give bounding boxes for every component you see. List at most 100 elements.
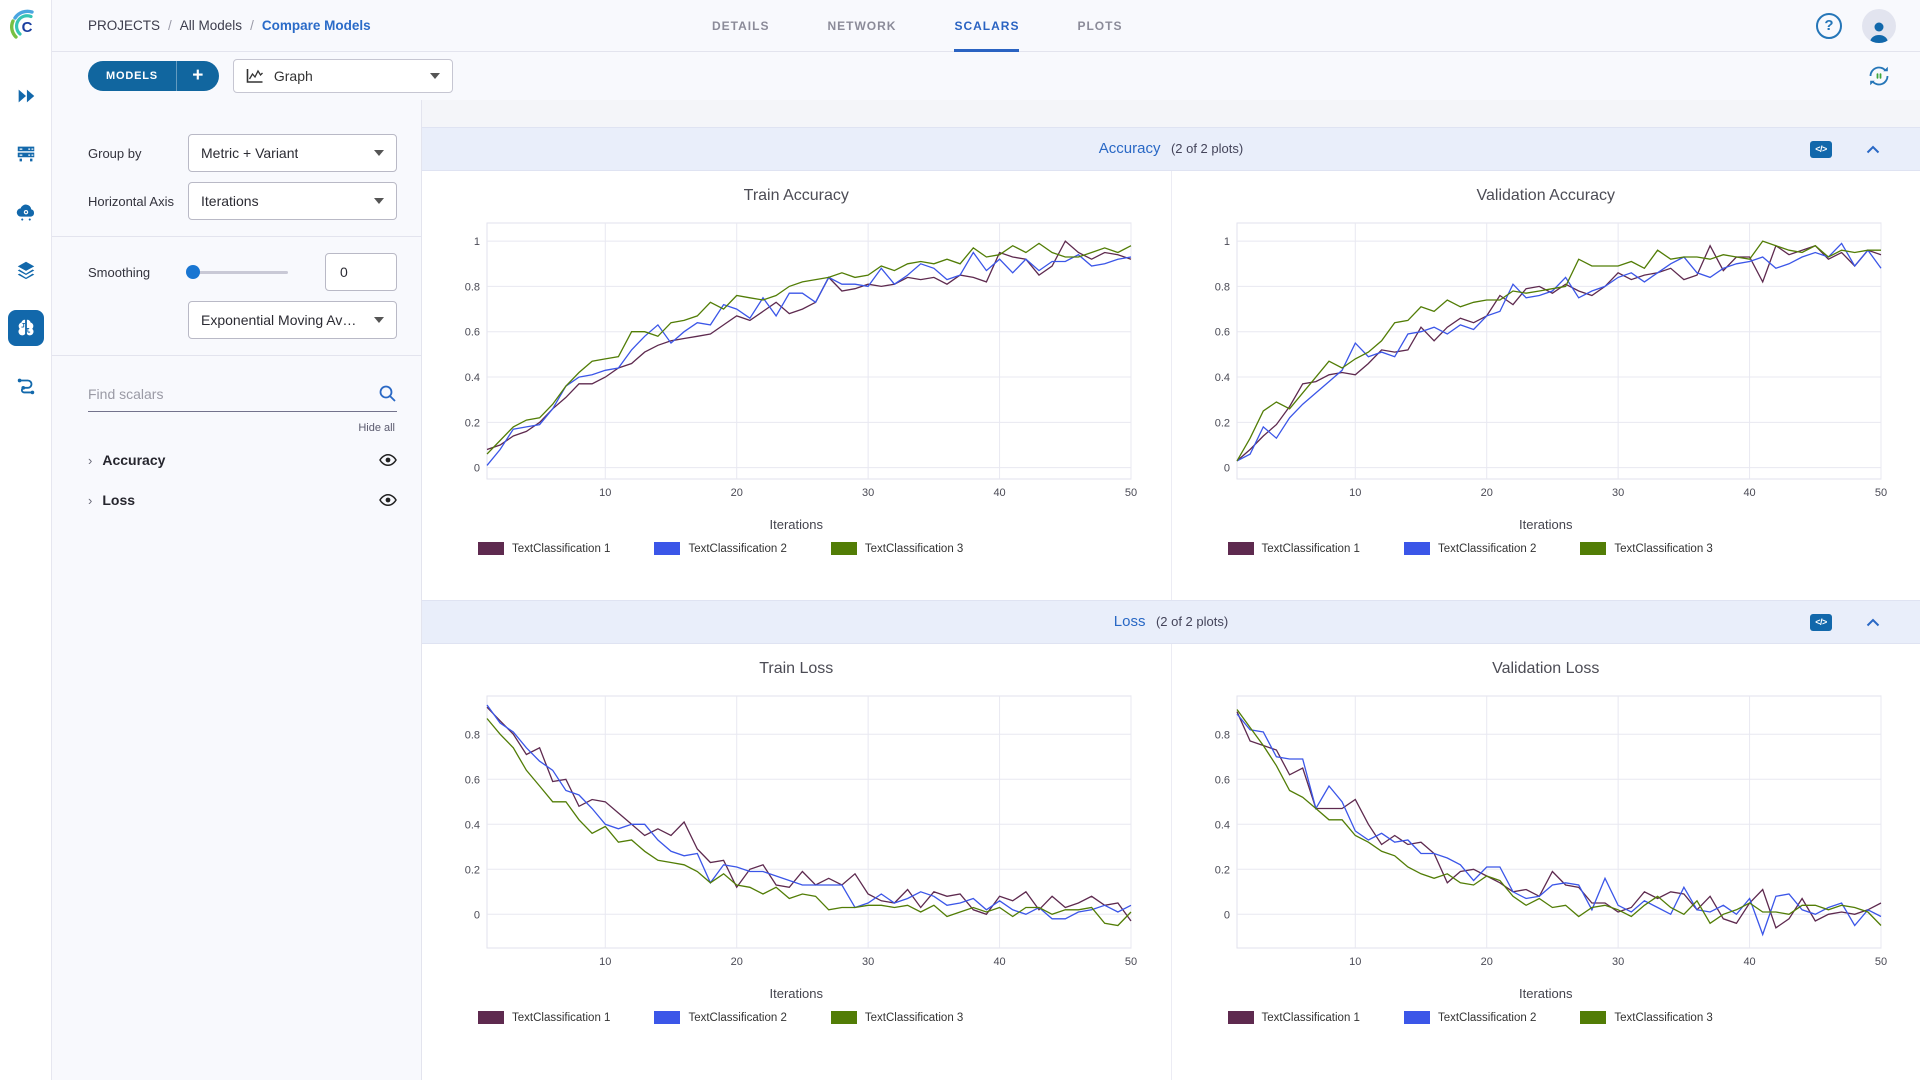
add-model-button[interactable]: + — [192, 65, 204, 86]
svg-text:10: 10 — [599, 956, 611, 968]
legend-label[interactable]: TextClassification 2 — [688, 542, 787, 555]
models-button-label[interactable]: MODELS — [88, 61, 177, 91]
train-accuracy-chart[interactable]: 10 20 30 40 50 0 0.2 0.4 0.6 0.8 1 — [451, 213, 1141, 505]
chart-legend: TextClassification 1 TextClassification 2… — [422, 1011, 963, 1024]
smoothing-slider[interactable] — [186, 264, 288, 279]
models-button[interactable]: MODELS + — [88, 61, 219, 91]
eye-icon[interactable] — [379, 453, 397, 467]
x-axis-title: Iterations — [1519, 517, 1573, 532]
plot-card-validation-accuracy: Validation Accuracy 10 20 30 40 50 0 0.2 0.4 0.6… — [1170, 171, 1920, 600]
clearml-logo[interactable]: C — [0, 0, 52, 52]
legend-label[interactable]: TextClassification 2 — [688, 1011, 787, 1024]
chevron-right-icon[interactable]: › — [88, 452, 93, 468]
legend-item[interactable]: TextClassification 3 — [1580, 1011, 1713, 1024]
svg-text:0.6: 0.6 — [1214, 327, 1229, 339]
legend-label[interactable]: TextClassification 2 — [1437, 542, 1537, 555]
legend-label[interactable]: TextClassification 3 — [1614, 542, 1713, 555]
svg-text:0.2: 0.2 — [465, 864, 480, 876]
section-subtitle: (2 of 2 plots) — [1155, 614, 1229, 629]
metric-group-loss[interactable]: › Loss — [88, 480, 397, 520]
brain-icon — [18, 319, 33, 336]
legend-label[interactable]: TextClassification 1 — [512, 1011, 611, 1024]
section-actions: </> — [1810, 140, 1920, 158]
legend-item[interactable]: TextClassification 2 — [1403, 542, 1537, 555]
breadcrumb-all-models[interactable]: All Models — [179, 18, 243, 33]
legend-label[interactable]: TextClassification 1 — [1261, 1011, 1360, 1024]
svg-text:20: 20 — [731, 487, 743, 499]
metric-group-label[interactable]: Accuracy — [102, 452, 166, 468]
legend-item[interactable]: TextClassification 1 — [478, 1011, 610, 1024]
auto-refresh-toggle[interactable] — [1866, 63, 1892, 89]
plot-title: Validation Loss — [1492, 660, 1600, 677]
legend-item[interactable]: TextClassification 2 — [654, 542, 787, 555]
legend-label[interactable]: TextClassification 1 — [1261, 542, 1360, 555]
group-by-value: Metric + Variant — [201, 145, 299, 161]
left-icon-rail: C — [0, 0, 52, 1080]
legend-item[interactable]: TextClassification 3 — [1580, 542, 1713, 555]
embed-code-icon[interactable]: </> — [1810, 613, 1832, 631]
legend-item[interactable]: TextClassification 3 — [830, 1011, 964, 1024]
legend-item[interactable]: TextClassification 1 — [1227, 542, 1360, 555]
train-loss-chart[interactable]: 10 20 30 40 50 0 0.2 0.4 0.6 0.8 — [451, 686, 1141, 974]
breadcrumb-compare-models[interactable]: Compare Models — [261, 18, 371, 33]
legend-item[interactable]: TextClassification 3 — [830, 542, 964, 555]
legend-label[interactable]: TextClassification 3 — [864, 1011, 964, 1024]
help-icon[interactable]: ? — [1816, 12, 1842, 39]
smoothing-label: Smoothing — [88, 264, 151, 280]
svg-text:0: 0 — [1224, 909, 1230, 921]
smoothing-type-select[interactable]: Exponential Moving Av… — [188, 301, 397, 339]
legend-item[interactable]: TextClassification 1 — [478, 542, 610, 555]
sidebar-item-pipelines[interactable] — [8, 368, 44, 404]
sidebar-item-datasets[interactable] — [8, 252, 44, 288]
tab-plots[interactable]: PLOTS — [1077, 19, 1123, 33]
svg-text:30: 30 — [862, 487, 874, 499]
svg-text:0.4: 0.4 — [465, 819, 480, 831]
svg-text:10: 10 — [1349, 956, 1361, 968]
find-scalars-input[interactable] — [88, 385, 378, 402]
metric-group-accuracy[interactable]: › Accuracy — [88, 440, 397, 480]
svg-text:C: C — [21, 19, 32, 36]
sidebar-item-getting-started[interactable] — [8, 78, 44, 114]
tab-network[interactable]: NETWORK — [827, 19, 897, 33]
legend-label[interactable]: TextClassification 3 — [864, 542, 964, 555]
hide-all-button[interactable]: Hide all — [358, 422, 395, 434]
svg-text:0.4: 0.4 — [1214, 819, 1229, 831]
legend-item[interactable]: TextClassification 1 — [1227, 1011, 1360, 1024]
view-mode-select[interactable]: Graph — [232, 59, 453, 93]
smoothing-slider-knob[interactable] — [186, 264, 200, 279]
user-avatar[interactable] — [1862, 8, 1896, 43]
legend-label[interactable]: TextClassification 1 — [512, 542, 611, 555]
legend-swatch-icon — [830, 1011, 857, 1024]
validation-loss-chart[interactable]: 10 20 30 40 50 0 0.2 0.4 0.6 0.8 — [1201, 686, 1891, 974]
pipeline-icon — [17, 378, 34, 395]
smoothing-value-input[interactable] — [325, 253, 397, 291]
plots-area: Accuracy (2 of 2 plots) </> Train Accura… — [422, 100, 1920, 1080]
horizontal-axis-label: Horizontal Axis — [88, 193, 174, 209]
sidebar-item-models[interactable] — [7, 310, 44, 346]
legend-label[interactable]: TextClassification 2 — [1437, 1011, 1537, 1024]
sidebar-item-queues[interactable] — [8, 136, 44, 172]
plot-card-train-loss: Train Loss 10 20 30 40 50 0 0.2 0.4 0.6 0.8 Itera… — [422, 644, 1171, 1080]
server-icon — [17, 146, 34, 162]
group-by-select[interactable]: Metric + Variant — [188, 134, 397, 172]
legend-label[interactable]: TextClassification 3 — [1614, 1011, 1713, 1024]
tab-scalars[interactable]: SCALARS — [954, 0, 1020, 52]
breadcrumb-projects[interactable]: PROJECTS — [88, 18, 161, 33]
legend-item[interactable]: TextClassification 2 — [1403, 1011, 1537, 1024]
eye-icon[interactable] — [379, 493, 397, 507]
horizontal-axis-select[interactable]: Iterations — [188, 182, 397, 220]
chevron-up-icon[interactable] — [1866, 618, 1880, 627]
metric-group-label[interactable]: Loss — [102, 492, 136, 508]
search-icon[interactable] — [378, 384, 397, 403]
legend-swatch-icon — [1403, 542, 1430, 555]
validation-accuracy-chart[interactable]: 10 20 30 40 50 0 0.2 0.4 0.6 0.8 1 — [1201, 213, 1891, 505]
plot-title: Validation Accuracy — [1476, 187, 1615, 204]
chevron-up-icon[interactable] — [1866, 145, 1880, 154]
double-chevron-icon — [18, 89, 34, 103]
chevron-down-icon — [374, 317, 384, 323]
sidebar-item-applications[interactable] — [8, 194, 44, 230]
embed-code-icon[interactable]: </> — [1810, 140, 1832, 158]
legend-item[interactable]: TextClassification 2 — [654, 1011, 787, 1024]
chevron-right-icon[interactable]: › — [88, 492, 93, 508]
tab-details[interactable]: DETAILS — [712, 19, 770, 33]
